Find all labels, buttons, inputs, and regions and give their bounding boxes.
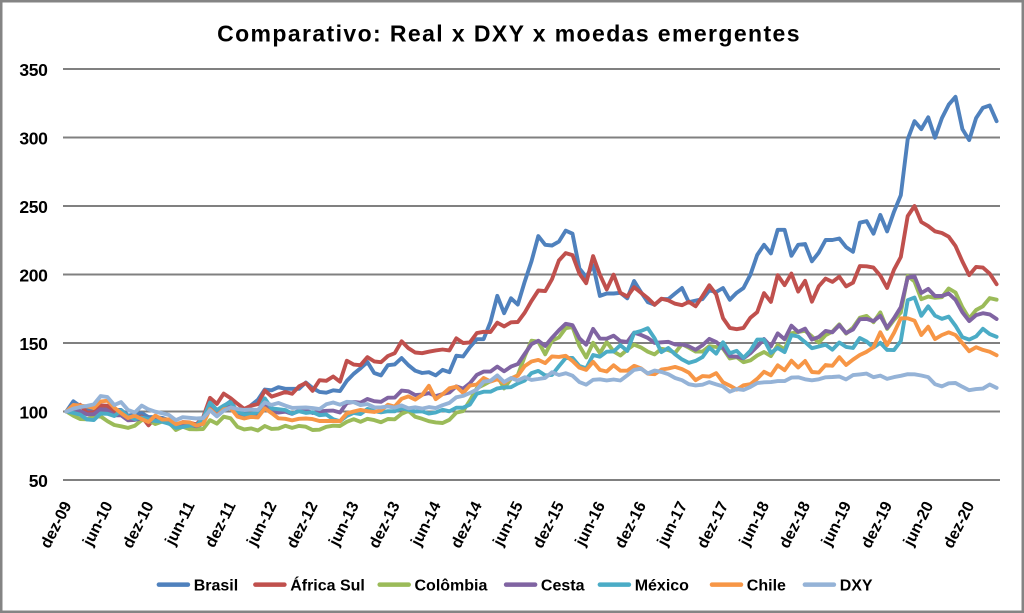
svg-text:300: 300 <box>19 129 48 149</box>
svg-text:África Sul: África Sul <box>290 576 365 595</box>
svg-text:México: México <box>635 578 689 595</box>
svg-text:DXY: DXY <box>840 578 873 595</box>
svg-text:200: 200 <box>19 266 48 286</box>
svg-text:350: 350 <box>19 60 48 80</box>
svg-text:50: 50 <box>29 471 48 491</box>
svg-text:100: 100 <box>19 403 48 423</box>
svg-text:Chile: Chile <box>747 578 786 595</box>
svg-text:Colômbia: Colômbia <box>415 578 488 595</box>
svg-text:150: 150 <box>19 334 48 354</box>
svg-text:Comparativo: Real x DXY x moed: Comparativo: Real x DXY x moedas emergen… <box>217 21 801 47</box>
svg-text:Cesta: Cesta <box>541 578 585 595</box>
svg-text:Brasil: Brasil <box>194 578 238 595</box>
svg-text:250: 250 <box>19 197 48 217</box>
